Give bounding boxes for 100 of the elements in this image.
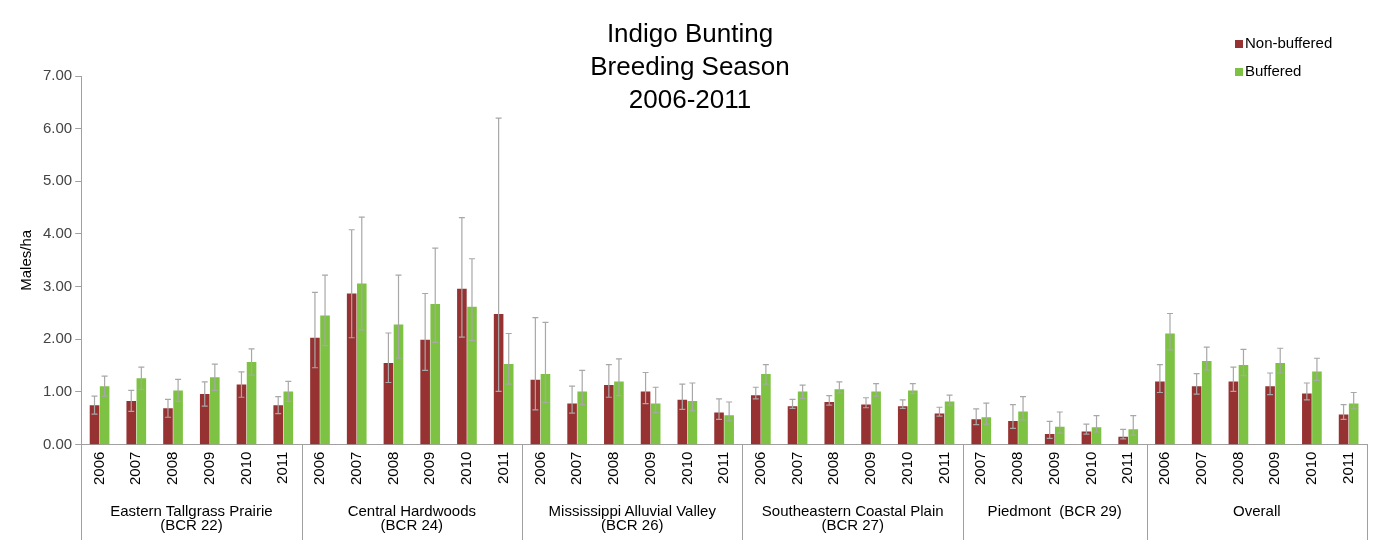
x-tick-label: 2010 [236, 451, 254, 486]
bar [787, 406, 798, 445]
bar [1275, 363, 1286, 445]
bar [246, 361, 257, 445]
bar [1228, 381, 1239, 445]
bar [677, 399, 688, 445]
x-tick-label: 2009 [861, 451, 879, 486]
y-tick-label: 6.00 [42, 118, 73, 136]
bar [99, 386, 110, 445]
bar [1265, 386, 1275, 445]
x-tick-label: 2009 [1265, 451, 1283, 486]
bar [724, 415, 734, 445]
bar [908, 390, 918, 445]
x-tick-label: 2006 [530, 451, 548, 486]
bar [1201, 360, 1212, 445]
x-tick-label: 2006 [1155, 451, 1173, 486]
bar [1238, 365, 1249, 445]
x-tick-label: 2011 [934, 451, 952, 484]
bar [640, 391, 651, 445]
x-tick-label: 2007 [971, 451, 989, 486]
bar [871, 391, 881, 445]
bar [236, 384, 247, 445]
legend-label: Buffered [1245, 62, 1302, 80]
x-tick-label: 2011 [1338, 451, 1356, 484]
bar [1155, 381, 1165, 445]
y-tick-label: 7.00 [42, 66, 73, 84]
bar [797, 391, 808, 445]
bar [1191, 386, 1202, 445]
x-tick-label: 2011 [493, 451, 511, 484]
bar [503, 364, 514, 445]
text: Eastern Tallgrass Prairie (BCR 22) [110, 502, 273, 534]
x-tick-label: 2008 [163, 451, 181, 486]
bar [614, 381, 624, 445]
bar [824, 401, 835, 445]
bar [1348, 403, 1359, 445]
x-tick-label: 2009 [199, 451, 217, 486]
y-tick-label: 1.00 [42, 382, 73, 400]
x-tick-label: 2006 [310, 451, 328, 486]
legend-label: Non-buffered [1245, 34, 1333, 52]
x-tick-label: 2008 [383, 451, 401, 486]
x-tick-label: 2006 [750, 451, 768, 486]
x-tick-label: 2011 [273, 451, 291, 484]
text: Mississippi Alluvial Valley (BCR 26) [548, 502, 717, 534]
text: Piedmont (BCR 29) [987, 502, 1122, 520]
bar [577, 391, 587, 445]
bar [1128, 429, 1139, 445]
bar [467, 306, 477, 445]
bar [199, 394, 210, 445]
bar [750, 395, 761, 445]
bar [457, 288, 467, 445]
bar [273, 405, 283, 445]
y-tick-label: 3.00 [42, 276, 73, 294]
bar [944, 401, 955, 445]
x-tick-label: 2010 [1081, 451, 1099, 486]
bar [126, 400, 137, 445]
x-tick-label: 2007 [126, 451, 144, 486]
bar [834, 389, 845, 445]
chart-title: Indigo Bunting Breeding Season 2006-2011 [590, 18, 790, 115]
bar [604, 385, 614, 445]
bar [1165, 333, 1175, 445]
bar [393, 324, 404, 445]
x-tick-label: 2006 [89, 451, 107, 486]
x-tick-label: 2009 [640, 451, 658, 486]
x-tick-label: 2011 [714, 451, 732, 484]
bar [420, 339, 430, 445]
text: Central Hardwoods (BCR 24) [347, 502, 477, 534]
y-tick-label: 4.00 [42, 224, 73, 242]
bar [567, 403, 577, 445]
x-tick-label: 2010 [677, 451, 695, 486]
y-tick-label: 5.00 [42, 171, 73, 189]
x-tick-label: 2007 [346, 451, 364, 486]
bar [173, 390, 183, 445]
y-axis-title: Males/ha [17, 229, 35, 291]
bar [861, 404, 871, 445]
bar [210, 377, 220, 445]
y-tick-label: 0.00 [42, 434, 73, 452]
bar [136, 378, 147, 445]
bar [283, 391, 294, 445]
bar [310, 337, 320, 445]
bar [714, 412, 724, 445]
x-tick-label: 2008 [604, 451, 622, 486]
bar [897, 406, 908, 445]
bar [1018, 411, 1028, 445]
x-tick-label: 2010 [1302, 451, 1320, 486]
x-tick-label: 2009 [1044, 451, 1062, 486]
x-tick-label: 2010 [897, 451, 915, 486]
x-tick-label: 2007 [567, 451, 585, 486]
x-tick-label: 2007 [1191, 451, 1209, 486]
text: Overall [1233, 502, 1281, 520]
bar [761, 374, 771, 445]
text: Southeastern Coastal Plain (BCR 27) [761, 502, 944, 534]
x-tick-label: 2009 [420, 451, 438, 486]
x-tick-label: 2008 [1228, 451, 1246, 486]
bar [163, 408, 173, 445]
bar [383, 363, 394, 445]
x-tick-label: 2007 [787, 451, 805, 486]
bar [346, 293, 357, 445]
bar [430, 304, 441, 445]
bar [971, 419, 982, 445]
bar [356, 283, 367, 445]
